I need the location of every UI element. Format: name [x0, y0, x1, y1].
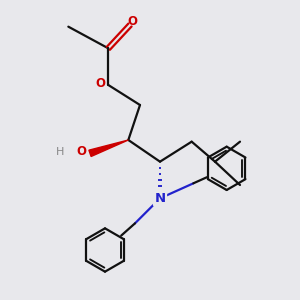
Text: O: O	[76, 145, 86, 158]
Polygon shape	[89, 140, 128, 157]
Text: H: H	[56, 147, 64, 157]
Text: N: N	[154, 192, 166, 205]
Text: O: O	[95, 77, 105, 90]
Text: O: O	[127, 15, 137, 28]
